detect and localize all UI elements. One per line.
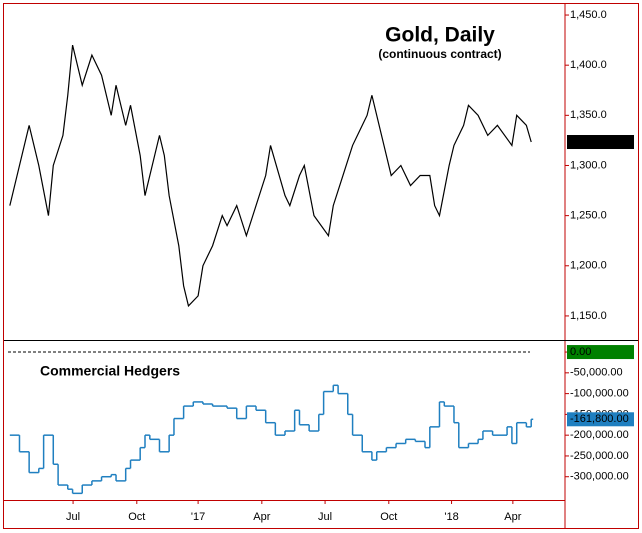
y-tick-label: 1,300.0 — [570, 159, 607, 171]
x-tick-label: Apr — [504, 511, 521, 523]
x-tick-label: Oct — [380, 511, 397, 523]
zero-label-box — [567, 345, 634, 360]
y-tick-label: 1,200.0 — [570, 260, 607, 272]
x-tick-label: '18 — [444, 511, 458, 523]
y-tick-label: -100,000.00 — [570, 388, 629, 400]
y-tick-label: 1,250.0 — [570, 210, 607, 222]
y-tick-label: 1,350.0 — [570, 109, 607, 121]
chart-title: Gold, Daily — [385, 24, 495, 47]
price-line — [9, 44, 532, 308]
y-tick-label: 1,150.0 — [570, 310, 607, 322]
y-tick-label: -200,000.00 — [570, 429, 629, 441]
y-tick-label: 1,400.0 — [570, 59, 607, 71]
x-tick-label: Oct — [128, 511, 145, 523]
chart-subtitle: (continuous contract) — [378, 47, 501, 61]
x-tick-label: Apr — [253, 511, 270, 523]
last-value-box — [567, 135, 634, 150]
panel-title: Commercial Hedgers — [40, 363, 180, 379]
frame — [3, 3, 639, 529]
y-tick-label: 1,450.0 — [570, 9, 607, 21]
x-tick-label: Jul — [318, 511, 332, 523]
step-connector — [18, 385, 532, 494]
x-tick-label: '17 — [191, 511, 205, 523]
last-value-box — [567, 412, 634, 427]
last-value-label: 1,323.4 — [570, 136, 607, 148]
y-tick-label: -50,000.00 — [570, 367, 623, 379]
y-tick-label: 0.00 — [570, 346, 591, 358]
y-tick-label: -250,000.00 — [570, 450, 629, 462]
y-tick-label: -300,000.00 — [570, 471, 629, 483]
last-value-label: -161,800.00 — [570, 413, 629, 425]
x-tick-label: Jul — [66, 511, 80, 523]
